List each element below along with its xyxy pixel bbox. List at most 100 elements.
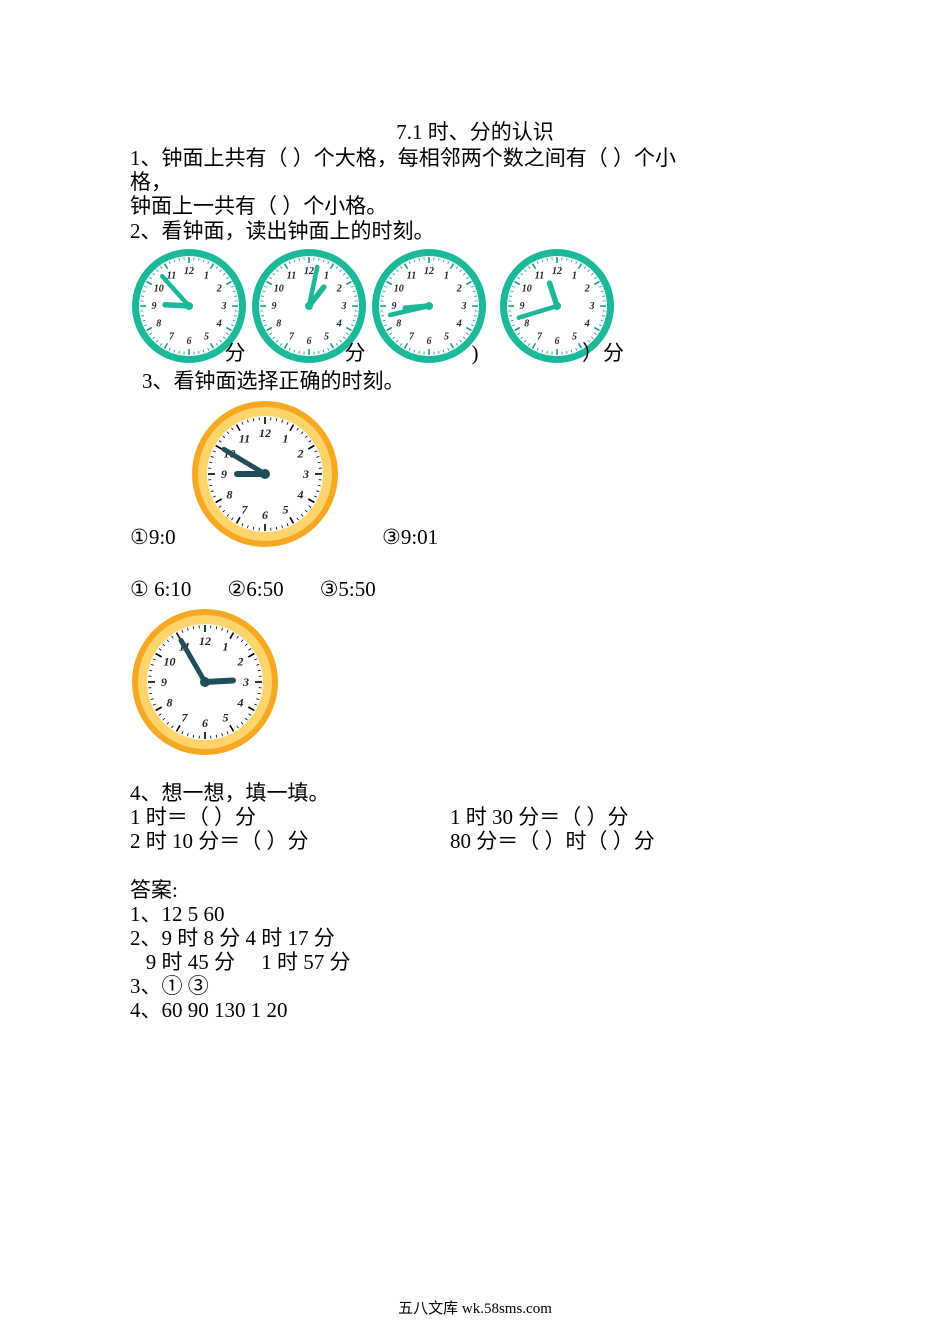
q3-row1: ①9:0 123456789101112 ③9:01	[130, 399, 820, 549]
svg-text:11: 11	[239, 431, 250, 445]
svg-text:8: 8	[156, 318, 161, 329]
svg-text:2: 2	[297, 446, 304, 460]
svg-text:4: 4	[297, 487, 304, 501]
svg-text:2: 2	[336, 283, 342, 294]
svg-text:5: 5	[572, 331, 577, 342]
q2-label-4: ）分	[582, 341, 624, 365]
svg-text:5: 5	[223, 711, 229, 725]
svg-text:8: 8	[166, 696, 172, 710]
svg-text:11: 11	[535, 270, 544, 281]
q3-opt2-a: ① 6:10	[130, 577, 191, 601]
q2-line: 2、看钟面，读出钟面上的时刻。	[130, 219, 820, 243]
q4-l2b: 80 分＝（ ）时（ ）分	[450, 829, 770, 853]
q3-opt1-a: ①9:0	[130, 525, 190, 549]
answers-block: 答案: 1、12 5 60 2、9 时 8 分 4 时 17 分 9 时 45 …	[130, 878, 820, 1023]
svg-text:9: 9	[161, 675, 167, 689]
svg-text:12: 12	[259, 426, 271, 440]
svg-text:4: 4	[456, 318, 462, 329]
clock-icon: 123456789101112	[190, 399, 340, 549]
svg-text:4: 4	[237, 696, 244, 710]
svg-text:3: 3	[242, 675, 249, 689]
q2-clock-4: 123456789101112 ）分	[490, 247, 624, 365]
svg-text:4: 4	[216, 318, 222, 329]
q1-line1: 1、钟面上共有（ ）个大格，每相邻两个数之间有（ ）个小	[130, 146, 820, 170]
svg-text:6: 6	[427, 336, 432, 347]
svg-text:10: 10	[163, 655, 175, 669]
q1-line3: 钟面上一共有（ ）个小格。	[130, 194, 820, 218]
q4-l1a: 1 时＝（ ）分	[130, 805, 450, 829]
ans1: 1、12 5 60	[130, 902, 820, 926]
svg-text:12: 12	[552, 266, 562, 277]
svg-text:6: 6	[307, 336, 312, 347]
svg-text:12: 12	[424, 266, 434, 277]
q3-line: 3、看钟面选择正确的时刻。	[142, 369, 820, 393]
q4-block: 4、想一想，填一填。 1 时＝（ ）分 2 时 10 分＝（ ）分 1 时 30…	[130, 781, 820, 853]
svg-text:6: 6	[262, 508, 268, 522]
svg-text:1: 1	[223, 640, 229, 654]
svg-text:9: 9	[272, 301, 277, 312]
ans4: 4、60 90 130 1 20	[130, 998, 820, 1022]
q2-label-3: )	[472, 341, 479, 365]
q3-row2: ① 6:10 ②6:50 ③5:50	[130, 577, 820, 601]
svg-text:10: 10	[154, 283, 164, 294]
svg-text:5: 5	[204, 331, 209, 342]
svg-text:1: 1	[204, 270, 209, 281]
q3-clock2-wrap: 123456789101112	[130, 607, 820, 757]
svg-text:12: 12	[199, 634, 211, 648]
svg-text:12: 12	[304, 266, 314, 277]
svg-text:2: 2	[456, 283, 462, 294]
svg-text:7: 7	[242, 502, 249, 516]
q2-clock-3: 123456789101112 )	[370, 247, 488, 365]
ans-title: 答案:	[130, 878, 820, 902]
svg-text:7: 7	[182, 711, 189, 725]
svg-text:9: 9	[221, 467, 227, 481]
page: 7.1 时、分的认识 1、钟面上共有（ ）个大格，每相邻两个数之间有（ ）个小 …	[0, 0, 950, 1344]
svg-text:2: 2	[216, 283, 222, 294]
svg-text:5: 5	[283, 502, 289, 516]
svg-text:8: 8	[396, 318, 401, 329]
svg-text:6: 6	[187, 336, 192, 347]
svg-text:1: 1	[283, 431, 289, 445]
svg-text:1: 1	[572, 270, 577, 281]
q2-clock-1: 123456789101112 分	[130, 247, 248, 365]
svg-text:10: 10	[522, 283, 532, 294]
svg-text:12: 12	[184, 266, 194, 277]
svg-text:4: 4	[336, 318, 342, 329]
q1-line2: 格，	[130, 170, 820, 194]
q2-clock-2: 123456789101112 分	[250, 247, 368, 365]
svg-text:8: 8	[276, 318, 281, 329]
q2-clocks-row: 123456789101112 分 123456789101112 分 1234…	[130, 247, 820, 365]
svg-text:11: 11	[407, 270, 416, 281]
svg-text:6: 6	[202, 716, 208, 730]
svg-text:8: 8	[524, 318, 529, 329]
svg-text:3: 3	[341, 301, 347, 312]
svg-text:3: 3	[221, 301, 227, 312]
clock-icon: 123456789101112	[370, 247, 488, 365]
svg-text:1: 1	[444, 270, 449, 281]
svg-text:9: 9	[392, 301, 397, 312]
svg-text:3: 3	[589, 301, 595, 312]
svg-text:5: 5	[324, 331, 329, 342]
ans3: 3、① ③	[130, 974, 820, 998]
q2-label-2: 分	[345, 341, 366, 365]
svg-text:2: 2	[584, 283, 590, 294]
q4-l2a: 2 时 10 分＝（ ）分	[130, 829, 450, 853]
svg-text:9: 9	[152, 301, 157, 312]
q2-label-1: 分	[225, 341, 246, 365]
clock-icon: 123456789101112	[130, 607, 280, 757]
q3-opt1-c: ③9:01	[382, 525, 438, 549]
ans2a: 2、9 时 8 分 4 时 17 分	[130, 926, 820, 950]
svg-text:5: 5	[444, 331, 449, 342]
q4-l1b: 1 时 30 分＝（ ）分	[450, 805, 770, 829]
svg-text:1: 1	[324, 270, 329, 281]
svg-text:8: 8	[226, 487, 232, 501]
svg-text:3: 3	[461, 301, 467, 312]
q4-title: 4、想一想，填一填。	[130, 781, 820, 805]
worksheet-title: 7.1 时、分的认识	[130, 120, 820, 144]
svg-text:4: 4	[584, 318, 590, 329]
ans2b: 9 时 45 分 1 时 57 分	[130, 950, 820, 974]
page-footer: 五八文库 wk.58sms.com	[0, 1301, 950, 1318]
svg-text:2: 2	[237, 655, 244, 669]
svg-text:3: 3	[302, 467, 309, 481]
svg-text:10: 10	[274, 283, 284, 294]
